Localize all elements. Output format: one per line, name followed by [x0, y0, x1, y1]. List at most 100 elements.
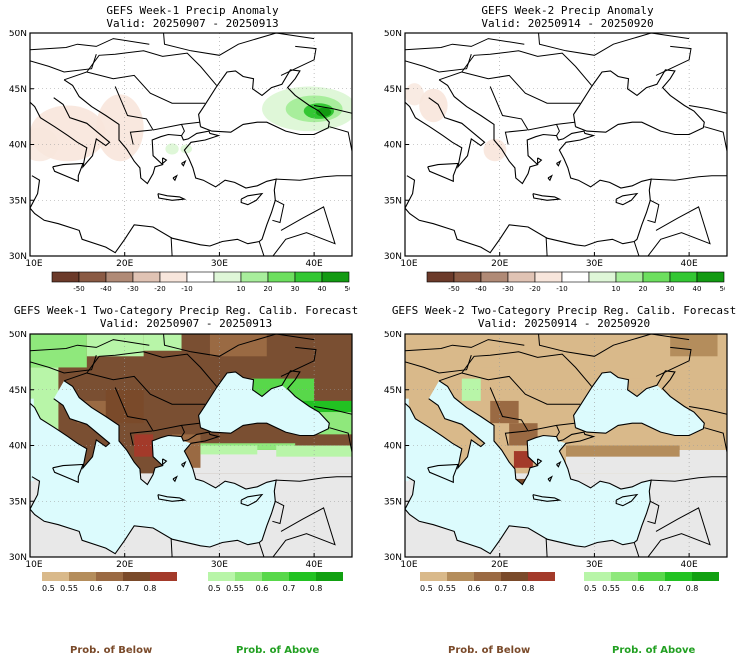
colorbar-tick-label: -50 — [448, 285, 459, 293]
prob-above-label-left: Prob. of Above — [236, 645, 320, 656]
colorbar-tick-label: -20 — [154, 285, 165, 293]
panel-1-colorbar: -50 -40 -30 -20 -10 10 20 30 40 50 — [51, 271, 350, 293]
colorbar-tick-label: 0.5 — [420, 584, 433, 593]
colorbar-tick-label: -10 — [556, 285, 567, 293]
lon-label: 40E — [681, 560, 698, 570]
lon-label: 20E — [491, 259, 508, 269]
colorbar-swatch — [213, 271, 242, 283]
panel-3-above-colorbar: 0.5 0.55 0.6 0.7 0.8 — [208, 572, 343, 593]
colorbar-swatch — [294, 271, 323, 283]
colorbar-tick-label: 0.5 — [584, 584, 597, 593]
colorbar-swatch — [584, 572, 611, 581]
lat-label: 40N — [384, 141, 402, 151]
colorbar-tick-label: 10 — [237, 285, 246, 293]
colorbar-swatch — [642, 271, 671, 283]
colorbar-swatch — [321, 271, 350, 283]
lat-label: 40N — [9, 141, 27, 151]
lon-label: 20E — [116, 259, 133, 269]
colorbar-tick-label: 0.8 — [686, 584, 699, 593]
colorbar-tick-label: 20 — [639, 285, 648, 293]
colorbar-tick-label: 0.55 — [438, 584, 456, 593]
colorbar-tick-label: 0.55 — [226, 584, 244, 593]
colorbar-swatch — [474, 572, 501, 581]
lat-label: 50N — [384, 30, 402, 39]
panel-4-below-colorbar: 0.5 0.55 0.6 0.7 0.8 — [420, 572, 555, 593]
colorbar-swatch — [507, 271, 536, 283]
colorbar-tick-label: 0.8 — [310, 584, 323, 593]
colorbar-tick-label: 50 — [345, 285, 350, 293]
lat-label: 50N — [9, 30, 27, 39]
prob-below-label-left: Prob. of Below — [70, 645, 153, 656]
lat-label: 40N — [9, 442, 27, 452]
panel-3-title: GEFS Week-1 Two-Category Precip Reg. Cal… — [13, 304, 359, 330]
lon-label: 40E — [306, 560, 323, 570]
colorbar-swatch — [42, 572, 69, 581]
colorbar-swatch — [447, 572, 474, 581]
panel-4-above-colorbar: 0.5 0.55 0.6 0.7 0.8 — [584, 572, 719, 593]
colorbar-swatch — [696, 271, 725, 283]
colorbar-swatch — [669, 271, 698, 283]
lat-label: 50N — [9, 331, 27, 340]
lat-label: 40N — [384, 442, 402, 452]
colorbar-tick-label: 20 — [264, 285, 273, 293]
colorbar-swatch — [316, 572, 343, 581]
colorbar-swatch — [289, 572, 316, 581]
colorbar-swatch — [96, 572, 123, 581]
colorbar-swatch — [123, 572, 150, 581]
lat-label: 35N — [9, 196, 27, 206]
panel-3-below-colorbar: 0.5 0.55 0.6 0.7 0.8 — [42, 572, 177, 593]
colorbar-swatch — [528, 572, 555, 581]
colorbar-swatch — [240, 271, 269, 283]
lon-label: 30E — [586, 259, 603, 269]
panel-4-title: GEFS Week-2 Two-Category Precip Reg. Cal… — [391, 304, 737, 330]
colorbar-swatch — [665, 572, 692, 581]
lon-label: 40E — [306, 259, 323, 269]
colorbar-tick-label: 0.6 — [90, 584, 103, 593]
lat-label: 45N — [384, 85, 402, 95]
colorbar-tick-label: 40 — [693, 285, 702, 293]
colorbar-swatch — [235, 572, 262, 581]
colorbar-tick-label: 30 — [666, 285, 675, 293]
lat-label: 30N — [9, 252, 27, 262]
lon-label: 10E — [400, 560, 417, 570]
colorbar-tick-label: 0.6 — [468, 584, 481, 593]
colorbar-swatch — [426, 271, 455, 283]
colorbar-swatch — [267, 271, 296, 283]
colorbar-tick-label: 0.6 — [632, 584, 645, 593]
lat-label: 45N — [9, 386, 27, 396]
lat-label: 45N — [384, 386, 402, 396]
lat-label: 50N — [384, 331, 402, 340]
colorbar-tick-label: 0.5 — [208, 584, 221, 593]
colorbar-tick-label: -40 — [475, 285, 486, 293]
colorbar-swatch — [420, 572, 447, 581]
colorbar-swatch — [159, 271, 188, 283]
colorbar-tick-label: -50 — [73, 285, 84, 293]
lon-label: 30E — [211, 560, 228, 570]
colorbar-swatch — [208, 572, 235, 581]
colorbar-tick-label: 0.6 — [256, 584, 269, 593]
colorbar-tick-label: 0.55 — [602, 584, 620, 593]
panel-2-colorbar: -50 -40 -30 -20 -10 10 20 30 40 50 — [426, 271, 725, 293]
lat-label: 35N — [384, 196, 402, 206]
colorbar-tick-label: 40 — [318, 285, 327, 293]
colorbar-tick-label: 0.7 — [495, 584, 508, 593]
colorbar-swatch — [69, 572, 96, 581]
colorbar-swatch — [132, 271, 161, 283]
colorbar-swatch — [534, 271, 563, 283]
colorbar-tick-label: 50 — [720, 285, 725, 293]
colorbar-swatch — [561, 271, 590, 283]
colorbar-tick-label: -10 — [181, 285, 192, 293]
panel-2-title: GEFS Week-2 Precip Anomaly Valid: 2025091… — [481, 4, 654, 30]
prob-below-label-right: Prob. of Below — [448, 645, 531, 656]
colorbar-tick-label: 30 — [291, 285, 300, 293]
colorbar-swatch — [501, 572, 528, 581]
lon-label: 10E — [25, 560, 42, 570]
colorbar-tick-label: 10 — [612, 285, 621, 293]
colorbar-swatch — [480, 271, 509, 283]
colorbar-swatch — [615, 271, 644, 283]
colorbar-swatch — [262, 572, 289, 581]
colorbar-tick-label: 0.55 — [60, 584, 78, 593]
